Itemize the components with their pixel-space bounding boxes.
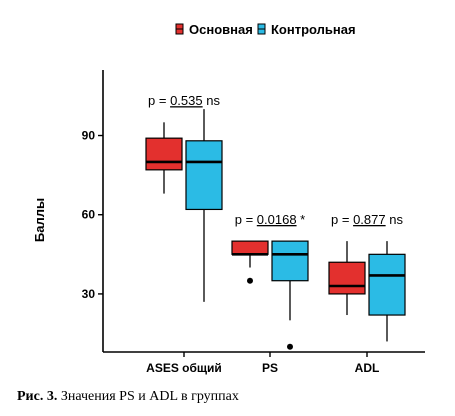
- p-prefix: p =: [235, 212, 257, 227]
- p-value-label: p = 0.0168 *: [235, 212, 305, 227]
- axes: 30 60 90 ASES общий PS ADL Баллы: [32, 70, 425, 375]
- p-prefix: p =: [148, 93, 170, 108]
- box-1-0: [185, 109, 223, 302]
- box-body: [368, 253, 406, 316]
- y-axis-label: Баллы: [32, 198, 47, 242]
- box-body: [231, 240, 269, 255]
- y-tick-label: 90: [82, 129, 96, 143]
- box-body: [185, 140, 223, 211]
- p-prefix: p =: [331, 212, 353, 227]
- p-significance: ns: [386, 212, 404, 227]
- p-value: 0.0168: [257, 212, 297, 227]
- caption-label: Рис. 3.: [17, 389, 58, 404]
- box-body: [271, 240, 309, 282]
- p-value-label: p = 0.877 ns: [331, 212, 403, 227]
- legend: Основная Контрольная: [175, 22, 356, 37]
- y-tick-label: 30: [82, 287, 96, 301]
- box-1-2: [368, 241, 406, 342]
- p-significance: *: [297, 212, 306, 227]
- box-0-2: [328, 241, 366, 316]
- p-value: 0.877: [353, 212, 386, 227]
- box-body: [328, 261, 366, 295]
- box-0-0: [145, 122, 183, 194]
- caption-text: Значения PS и ADL в группах: [57, 389, 239, 404]
- figure-caption: Рис. 3. Значения PS и ADL в группах: [17, 389, 239, 405]
- legend-label: Контрольная: [271, 22, 356, 37]
- p-value: 0.535: [170, 93, 203, 108]
- box-1-1: [271, 240, 309, 350]
- y-tick-label: 60: [82, 208, 96, 222]
- box-plot-chart: Основная Контрольная 30 60 90 ASES общий PS AD…: [32, 22, 425, 375]
- outlier-point: [247, 277, 253, 284]
- x-tick-label: PS: [262, 361, 278, 375]
- box-body: [145, 137, 183, 171]
- p-value-annotations: p = 0.535 nsp = 0.0168 * p = 0.877 ns: [148, 93, 403, 227]
- plot-marks: [145, 109, 406, 350]
- x-tick-label: ASES общий: [146, 361, 222, 375]
- p-value-label: p = 0.535 ns: [148, 93, 220, 108]
- p-significance: ns: [203, 93, 221, 108]
- legend-label: Основная: [189, 22, 253, 37]
- outlier-point: [287, 343, 293, 350]
- box-0-1: [231, 240, 269, 284]
- x-tick-label: ADL: [355, 361, 380, 375]
